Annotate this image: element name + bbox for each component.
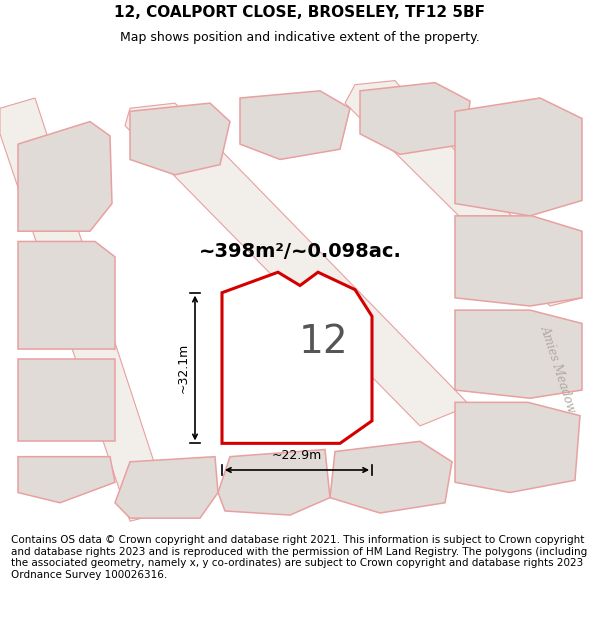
Text: Contains OS data © Crown copyright and database right 2021. This information is : Contains OS data © Crown copyright and d… [11,535,587,580]
Polygon shape [455,310,582,398]
Polygon shape [18,359,115,441]
Text: 12, COALPORT CLOSE, BROSELEY, TF12 5BF: 12, COALPORT CLOSE, BROSELEY, TF12 5BF [115,6,485,21]
Polygon shape [0,98,170,521]
Polygon shape [345,81,582,306]
Polygon shape [18,241,115,349]
Text: ~398m²/~0.098ac.: ~398m²/~0.098ac. [199,242,401,261]
Text: Amies Meadow: Amies Meadow [538,324,578,415]
Text: Map shows position and indicative extent of the property.: Map shows position and indicative extent… [120,31,480,44]
Polygon shape [455,216,582,306]
Polygon shape [330,441,452,513]
Polygon shape [18,457,115,503]
Text: ~22.9m: ~22.9m [272,449,322,462]
Polygon shape [218,449,330,515]
Polygon shape [130,103,230,175]
Polygon shape [115,457,218,518]
Polygon shape [455,402,580,492]
Text: ~32.1m: ~32.1m [176,343,190,393]
Polygon shape [125,103,470,426]
Text: 12: 12 [299,324,349,361]
Polygon shape [455,98,582,216]
Polygon shape [222,272,372,443]
Polygon shape [360,82,470,154]
Polygon shape [240,91,350,159]
Polygon shape [18,121,112,231]
